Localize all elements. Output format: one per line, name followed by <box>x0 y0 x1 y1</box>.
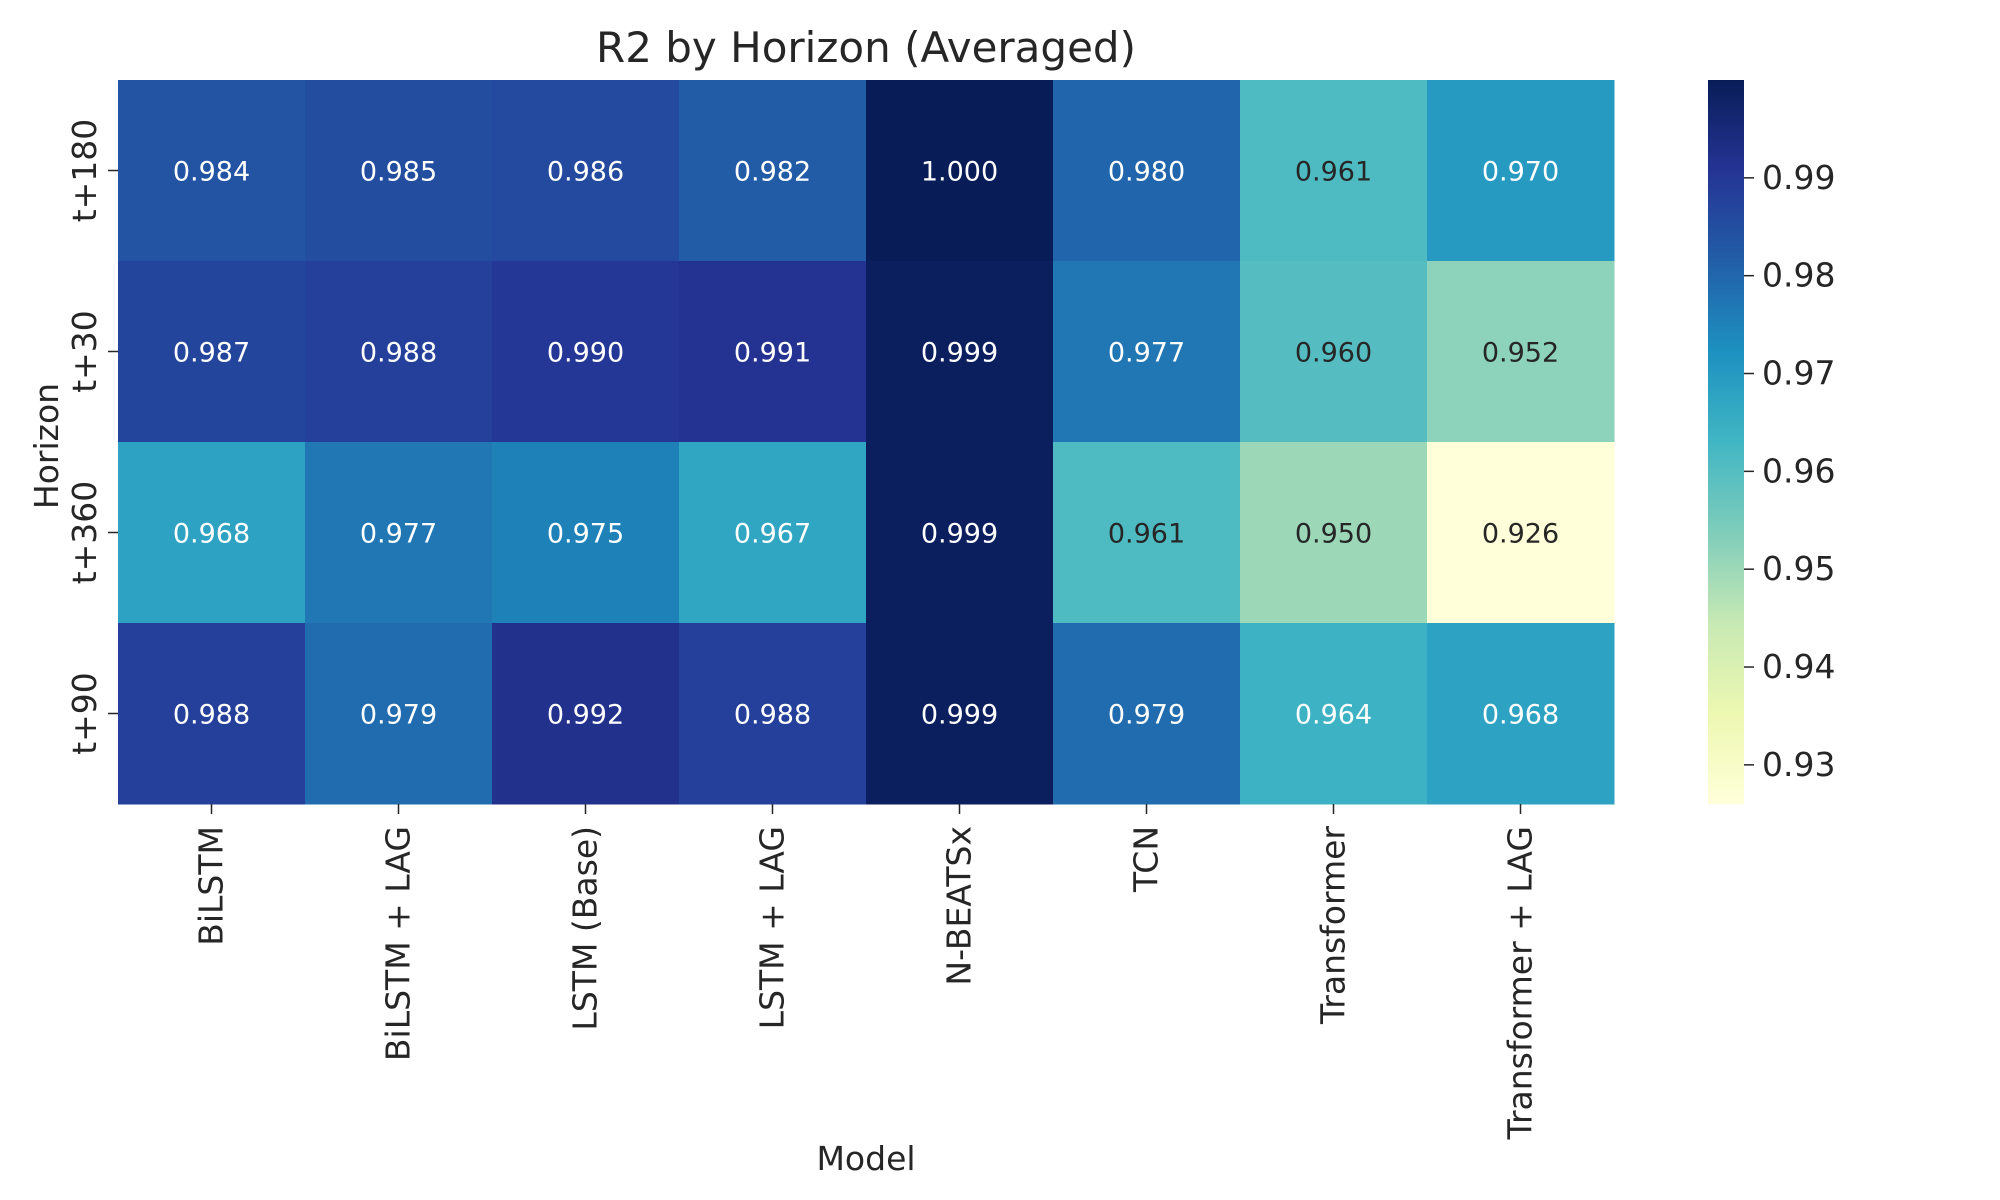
heatmap-cell <box>679 623 867 805</box>
heatmap-cells: 0.984 0.985 0.986 0.982 1.000 0.980 0.961 0.970… <box>118 80 1615 805</box>
colorbar-tick-label: 0.98 <box>1762 256 1835 295</box>
heatmap-cell <box>305 442 493 624</box>
cell-value-label: 0.982 <box>734 157 811 188</box>
cell-value-label: 0.988 <box>173 700 250 731</box>
cell-value-label: 0.979 <box>360 700 437 731</box>
heatmap-cell <box>118 623 306 805</box>
heatmap-cell <box>1240 442 1428 624</box>
cell-value-label: 0.992 <box>547 700 624 731</box>
x-tick-label: BiLSTM <box>192 826 231 946</box>
cell-value-label: 0.999 <box>921 519 998 550</box>
cell-value-label: 0.952 <box>1482 338 1559 369</box>
cell-value-label: 0.985 <box>360 157 437 188</box>
heatmap-cell <box>866 80 1054 262</box>
cell-value-label: 0.977 <box>360 519 437 550</box>
colorbar-tick-label: 0.95 <box>1762 549 1835 588</box>
heatmap-cell <box>118 80 306 262</box>
heatmap-cell <box>305 80 493 262</box>
y-tick-label: t+360 <box>65 481 104 585</box>
x-tick-label: BiLSTM + LAG <box>379 826 418 1061</box>
cell-value-label: 0.980 <box>1108 157 1185 188</box>
heatmap-cell <box>1427 442 1615 624</box>
y-tick-label: t+30 <box>65 310 104 393</box>
cell-value-label: 0.999 <box>921 700 998 731</box>
heatmap-cell <box>1053 80 1241 262</box>
cell-value-label: 0.979 <box>1108 700 1185 731</box>
heatmap-cell <box>1240 261 1428 443</box>
cell-value-label: 0.967 <box>734 519 811 550</box>
heatmap-cell <box>492 80 680 262</box>
cell-value-label: 0.987 <box>173 338 250 369</box>
colorbar-tick-label: 0.93 <box>1762 745 1835 784</box>
x-tick-label: LSTM (Base) <box>566 826 605 1031</box>
cell-value-label: 1.000 <box>921 157 998 188</box>
x-tick-label: LSTM + LAG <box>753 826 792 1029</box>
cell-value-label: 0.986 <box>547 157 624 188</box>
heatmap-cell <box>679 80 867 262</box>
cell-value-label: 0.977 <box>1108 338 1185 369</box>
cell-value-label: 0.999 <box>921 338 998 369</box>
colorbar-tick-label: 0.96 <box>1762 451 1835 490</box>
heatmap-cell <box>866 442 1054 624</box>
heatmap-cell <box>1427 261 1615 443</box>
cell-value-label: 0.950 <box>1295 519 1372 550</box>
cell-value-label: 0.970 <box>1482 157 1559 188</box>
y-tick-label: t+180 <box>65 119 104 223</box>
heatmap-cell <box>118 442 306 624</box>
cell-value-label: 0.990 <box>547 338 624 369</box>
colorbar: 0.93 0.94 0.95 0.96 0.97 0.98 0.99 <box>1708 80 1835 804</box>
cell-value-label: 0.991 <box>734 338 811 369</box>
heatmap-cell <box>1240 80 1428 262</box>
heatmap-cell <box>1240 623 1428 805</box>
cell-value-label: 0.988 <box>360 338 437 369</box>
colorbar-tick-label: 0.99 <box>1762 158 1835 197</box>
x-axis-label: Model <box>816 1139 915 1178</box>
heatmap-cell <box>679 442 867 624</box>
heatmap-cell <box>1053 623 1241 805</box>
y-axis: t+180 t+30 t+360 t+90 <box>65 119 118 755</box>
y-tick-label: t+90 <box>65 672 104 755</box>
colorbar-gradient <box>1708 80 1744 804</box>
heatmap-cell <box>1427 623 1615 805</box>
heatmap-cell <box>305 261 493 443</box>
cell-value-label: 0.961 <box>1295 157 1372 188</box>
cell-value-label: 0.968 <box>173 519 250 550</box>
heatmap-cell <box>1427 80 1615 262</box>
x-tick-label: Transformer + LAG <box>1501 826 1540 1140</box>
x-tick-label: N-BEATSx <box>940 826 979 986</box>
cell-value-label: 0.926 <box>1482 519 1559 550</box>
colorbar-tick-label: 0.94 <box>1762 647 1835 686</box>
heatmap-cell <box>866 261 1054 443</box>
heatmap-cell <box>492 261 680 443</box>
heatmap-cell <box>492 442 680 624</box>
heatmap-cell <box>1053 261 1241 443</box>
x-tick-label: TCN <box>1127 826 1166 893</box>
x-axis: BiLSTM BiLSTM + LAG LSTM (Base) LSTM + LAG N… <box>192 804 1540 1140</box>
cell-value-label: 0.988 <box>734 700 811 731</box>
heatmap-cell <box>492 623 680 805</box>
heatmap-cell <box>1053 442 1241 624</box>
cell-value-label: 0.984 <box>173 157 250 188</box>
heatmap-cell <box>305 623 493 805</box>
chart-title: R2 by Horizon (Averaged) <box>596 23 1136 72</box>
cell-value-label: 0.964 <box>1295 700 1372 731</box>
heatmap-cell <box>118 261 306 443</box>
heatmap-cell <box>679 261 867 443</box>
x-tick-label: Transformer <box>1314 826 1353 1025</box>
heatmap-cell <box>866 623 1054 805</box>
cell-value-label: 0.960 <box>1295 338 1372 369</box>
y-axis-label: Horizon <box>27 383 66 509</box>
cell-value-label: 0.968 <box>1482 700 1559 731</box>
colorbar-tick-label: 0.97 <box>1762 354 1835 393</box>
cell-value-label: 0.975 <box>547 519 624 550</box>
cell-value-label: 0.961 <box>1108 519 1185 550</box>
